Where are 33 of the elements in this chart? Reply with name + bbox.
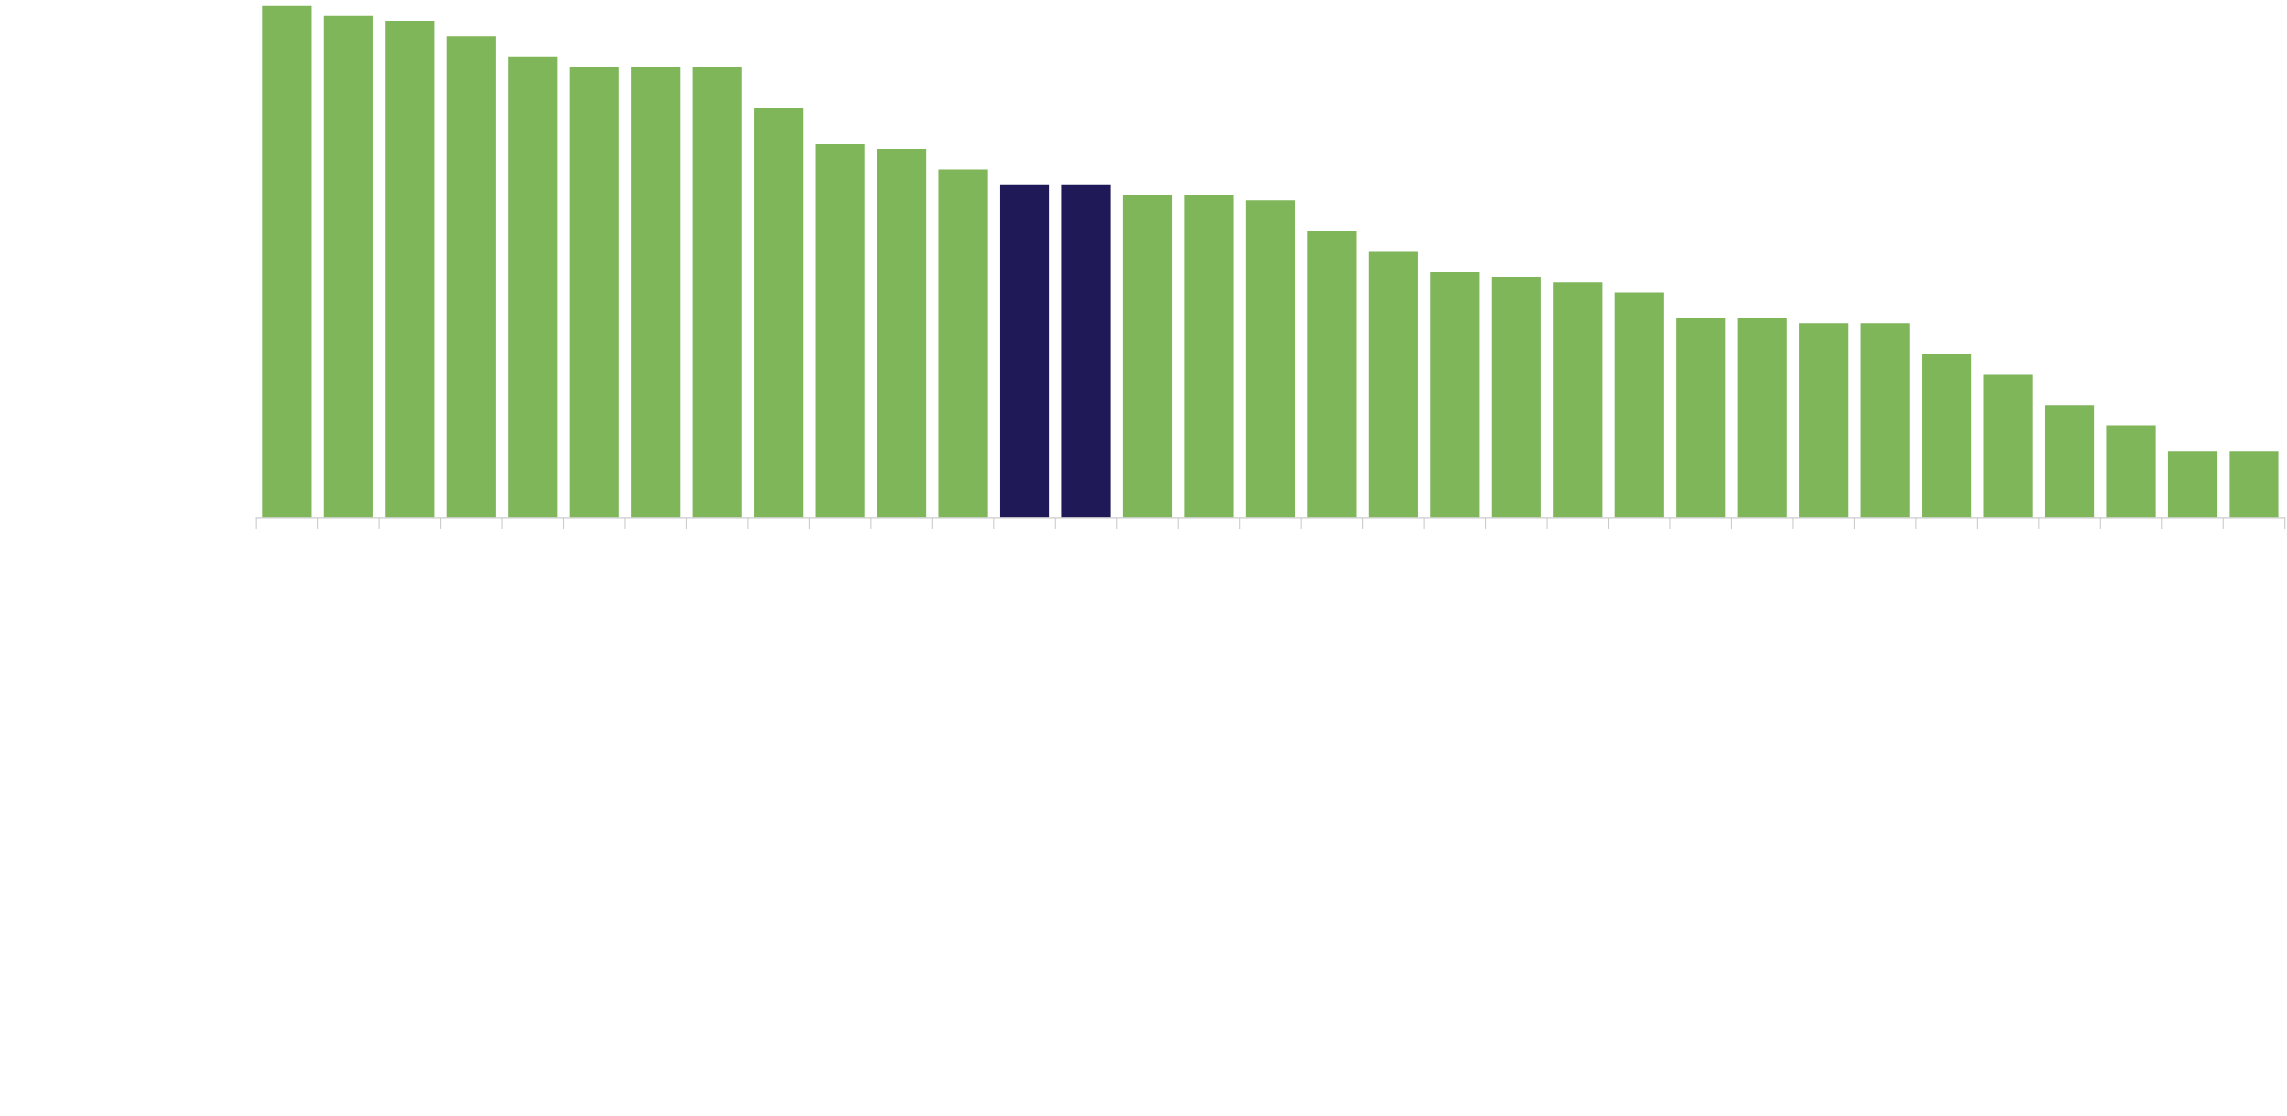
bar [1245, 200, 1296, 518]
bar [1860, 323, 1910, 518]
bar [631, 67, 681, 518]
bar [508, 56, 558, 518]
bar [323, 15, 373, 518]
bar [1737, 318, 1787, 518]
bar [1676, 318, 1726, 518]
bar [1368, 251, 1418, 518]
bar [1983, 374, 2033, 518]
bar [754, 108, 804, 518]
bar [1122, 195, 1173, 518]
bar [1799, 323, 1849, 518]
bar [2106, 425, 2156, 518]
bar [1614, 292, 1664, 518]
bar [2044, 405, 2095, 518]
bar [692, 67, 742, 518]
bar [2229, 451, 2279, 518]
bar [1307, 230, 1357, 518]
bar [1491, 277, 1541, 518]
bar [569, 67, 619, 518]
bar [999, 184, 1050, 518]
bar [2167, 451, 2218, 518]
bar [1553, 282, 1603, 518]
bar [385, 20, 435, 518]
bar [262, 5, 312, 518]
bar [938, 169, 988, 518]
bar [446, 36, 496, 518]
bar [1922, 353, 1972, 518]
bar [1184, 195, 1234, 518]
bar [815, 143, 865, 518]
bar [1061, 184, 1111, 518]
bar [877, 149, 927, 518]
bar [1430, 271, 1480, 518]
